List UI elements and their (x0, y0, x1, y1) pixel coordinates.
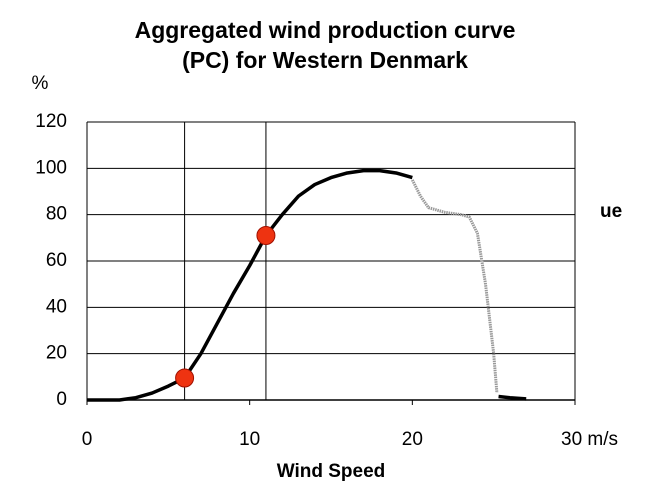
y-tick-label: 100 (35, 157, 67, 178)
highlight-band (184, 121, 267, 401)
marker (175, 368, 195, 388)
x-tick-label: 10 (239, 429, 260, 450)
x-tick-label: 0 (82, 429, 93, 450)
chart-title: Aggregated wind production curve (135, 17, 516, 43)
y-tick-label: 80 (46, 204, 67, 225)
y-tick-label: 120 (35, 111, 67, 132)
x-tick-label: 20 (402, 429, 423, 450)
y-tick-label: 40 (46, 296, 67, 317)
marker (256, 226, 276, 246)
curve (87, 168, 413, 402)
chart-title: (PC) for Western Denmark (182, 47, 468, 73)
curve (498, 394, 527, 401)
y-tick-label: 60 (46, 250, 67, 271)
y-axis-label: % (32, 73, 49, 94)
annotation: ue (600, 201, 622, 222)
curve (410, 179, 499, 394)
x-axis-label: Wind Speed (277, 461, 386, 482)
x-tick-label: 30 m/s (561, 429, 618, 450)
y-tick-label: 0 (56, 389, 67, 410)
y-tick-label: 20 (46, 343, 67, 364)
